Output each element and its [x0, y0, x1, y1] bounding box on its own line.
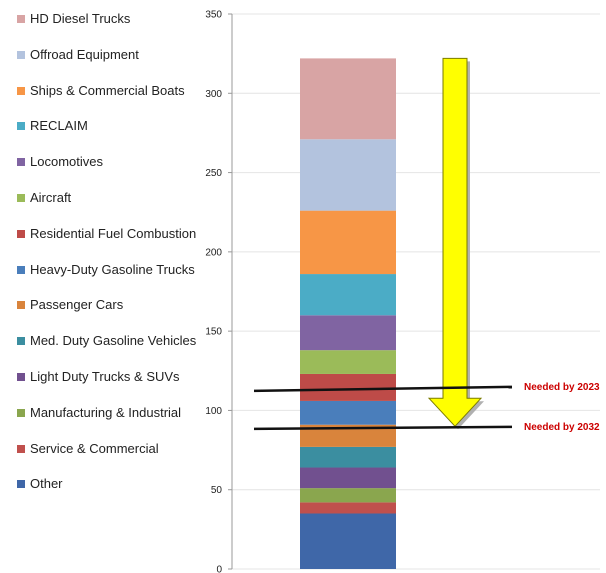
- legend-label: Heavy-Duty Gasoline Trucks: [30, 261, 195, 277]
- reduction-arrow: [427, 57, 484, 430]
- legend-swatch: [17, 265, 25, 274]
- legend-label: Med. Duty Gasoline Vehicles: [30, 333, 197, 349]
- bar-segment-10: [300, 274, 396, 316]
- target-label-1: Needed by 2032: [524, 422, 600, 433]
- y-tick-label: 350: [205, 10, 222, 21]
- legend-swatch: [17, 194, 25, 202]
- legend-item: Locomotives: [17, 153, 197, 171]
- legend-swatch: [17, 86, 25, 95]
- bar-segments: [300, 58, 396, 569]
- legend-item: Light Duty Trucks & SUVs: [17, 368, 197, 386]
- legend-swatch: [17, 337, 25, 346]
- legend-item: HD Diesel Trucks: [17, 10, 197, 28]
- legend-swatch: [17, 122, 25, 131]
- legend-item: Offroad Equipment: [17, 46, 197, 64]
- legend-label: HD Diesel Trucks: [30, 11, 131, 26]
- bar-segment-8: [300, 350, 396, 374]
- gridlines: [232, 13, 600, 570]
- legend-swatch: [17, 15, 25, 23]
- y-tick-label: 50: [211, 485, 223, 496]
- legend-swatch: [17, 301, 25, 310]
- y-tick-label: 200: [205, 247, 222, 258]
- legend-label: Residential Fuel Combustion: [30, 225, 197, 241]
- bar-segment-13: [300, 58, 396, 140]
- legend-swatch: [17, 158, 25, 167]
- legend-label: RECLAIM: [30, 118, 88, 134]
- legend-label: Manufacturing & Industrial: [30, 404, 182, 420]
- legend-item: Ships & Commercial Boats: [17, 82, 197, 100]
- legend-item: Heavy-Duty Gasoline Trucks: [17, 261, 197, 279]
- down-arrow: [427, 57, 483, 428]
- legend-item: Med. Duty Gasoline Vehicles: [17, 332, 197, 350]
- bar-segment-7: [300, 373, 396, 401]
- target-line-1: [253, 425, 513, 431]
- legend-item: Residential Fuel Combustion: [17, 225, 197, 243]
- bar-segment-3: [300, 467, 396, 489]
- bar-segment-9: [300, 315, 396, 351]
- legend-label: Other: [30, 476, 63, 492]
- legend-item: Other: [17, 475, 197, 493]
- legend-label: Locomotives: [30, 154, 103, 170]
- target-line-0: [253, 385, 513, 393]
- y-axis: 0 50 100 150 200 250 300 350: [205, 10, 233, 573]
- legend-swatch: [17, 480, 25, 489]
- legend-label: Passenger Cars: [30, 297, 124, 313]
- bar-segment-12: [300, 139, 396, 211]
- legend-swatch: [17, 50, 25, 59]
- legend-swatch: [17, 373, 25, 381]
- bar-segment-1: [300, 502, 396, 514]
- legend-label: Light Duty Trucks & SUVs: [30, 369, 180, 384]
- legend-swatch: [17, 229, 25, 238]
- y-tick-label: 150: [205, 327, 222, 338]
- bar-segment-6: [300, 400, 396, 425]
- y-tick-label: 0: [216, 565, 222, 573]
- bar-segment-5: [300, 424, 396, 447]
- legend-swatch: [17, 408, 25, 417]
- legend-item: Aircraft: [17, 189, 197, 207]
- legend-item: Service & Commercial: [17, 440, 197, 458]
- legend-label: Aircraft: [30, 190, 72, 205]
- y-tick-label: 100: [205, 406, 222, 417]
- bar-segment-0: [300, 513, 396, 569]
- legend-swatch: [17, 444, 25, 453]
- legend-label: Service & Commercial: [30, 440, 159, 456]
- bar-segment-11: [300, 210, 396, 275]
- legend-item: Passenger Cars: [17, 296, 197, 314]
- legend-label: Ships & Commercial Boats: [30, 82, 185, 98]
- y-tick-label: 300: [205, 89, 222, 100]
- legend-label: Offroad Equipment: [30, 46, 139, 62]
- y-tick-label: 250: [205, 168, 222, 179]
- bar-segment-4: [300, 446, 396, 468]
- legend-item: Manufacturing & Industrial: [17, 404, 197, 422]
- target-annotations: Needed by 2023 Needed by 2032: [253, 382, 600, 433]
- bar-segment-2: [300, 488, 396, 503]
- legend-item: RECLAIM: [17, 117, 197, 135]
- target-label-0: Needed by 2023: [524, 382, 600, 393]
